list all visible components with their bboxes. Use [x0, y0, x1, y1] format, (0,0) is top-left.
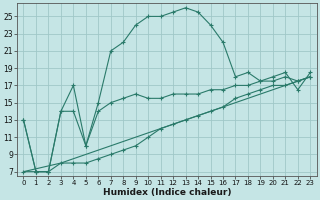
X-axis label: Humidex (Indice chaleur): Humidex (Indice chaleur)	[103, 188, 231, 197]
